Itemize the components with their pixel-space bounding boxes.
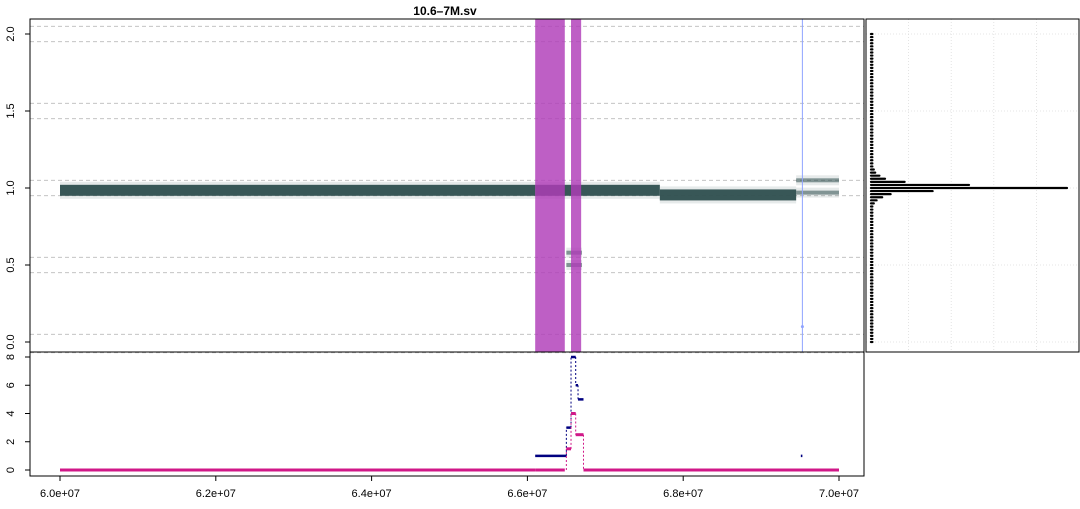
- y-tick-label: 1.5: [5, 103, 17, 118]
- count-line-panel: 0 2 4 6 8 6.0e+07 6.2e+07 6.4e+07 6.6e+07 6.8e+07…: [5, 351, 865, 500]
- x-tick-label: 6.8e+07: [663, 488, 703, 500]
- y-tick-label: 0.0: [5, 334, 17, 349]
- segment-halo: [796, 187, 839, 198]
- main-scatter-panel: 0.0 0.5 1.0 1.5 2.0: [5, 18, 865, 354]
- highlight-region: [571, 19, 582, 352]
- chart-title: 10.6–7M.sv: [413, 4, 477, 18]
- side-histogram-panel: [865, 18, 1080, 353]
- segment-bar: [535, 184, 660, 196]
- count-y-tick-label: 6: [5, 382, 17, 388]
- count-y-tick-label: 0: [5, 467, 17, 473]
- segment-halo: [659, 186, 797, 204]
- segment-halo: [796, 175, 839, 186]
- segment-bar: [796, 178, 839, 183]
- count-y-tick-label: 4: [5, 410, 17, 416]
- x-tick-label: 6.4e+07: [352, 488, 392, 500]
- segment-bar: [60, 184, 536, 196]
- segment-halo: [60, 181, 536, 199]
- segment-bar: [659, 189, 797, 201]
- segment-bar: [796, 190, 839, 195]
- x-tick-label: 6.6e+07: [507, 488, 547, 500]
- y-tick-label: 1.0: [5, 180, 17, 195]
- highlight-region: [535, 19, 565, 352]
- data-point: [800, 325, 804, 329]
- y-tick-label: 2.0: [5, 26, 17, 41]
- hist-frame: [865, 18, 1080, 353]
- x-tick-label: 6.2e+07: [196, 488, 236, 500]
- count-frame: [29, 351, 865, 477]
- x-tick-label: 7.0e+07: [819, 488, 859, 500]
- segment-halo: [535, 181, 660, 199]
- x-tick-label: 6.0e+07: [40, 488, 80, 500]
- count-y-tick-label: 2: [5, 439, 17, 445]
- y-tick-label: 0.5: [5, 257, 17, 272]
- count-y-tick-label: 8: [5, 354, 17, 360]
